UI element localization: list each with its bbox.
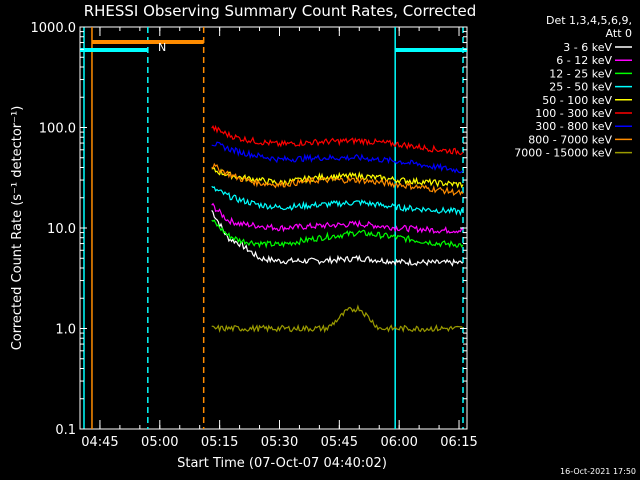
y-tick-label: 1000.0 — [31, 21, 77, 36]
x-tick-label: 05:00 — [141, 435, 178, 450]
legend-label: 12 - 25 keV — [549, 67, 612, 80]
series-line-0 — [211, 210, 464, 267]
x-tick-label: 04:45 — [81, 435, 118, 450]
y-axis: 0.1 1.0 10.0 100.0 1000.0 — [31, 21, 467, 438]
legend-label: 50 - 100 keV — [542, 94, 612, 107]
x-tick-label: 06:00 — [380, 435, 417, 450]
series-line-3 — [211, 185, 464, 217]
series-line-1 — [211, 202, 464, 235]
flag-label: N — [158, 41, 166, 54]
y-tick-label: 1.0 — [55, 323, 76, 338]
legend-label: 300 - 800 keV — [535, 120, 612, 133]
legend-detectors: Det 1,3,4,5,6,9, — [546, 14, 632, 27]
legend-label: 25 - 50 keV — [549, 81, 612, 94]
y-axis-label: Corrected Count Rate (s⁻¹ detector⁻¹) — [10, 106, 25, 351]
series-line-7 — [211, 162, 464, 197]
annotation-layer — [80, 27, 467, 429]
series-line-8 — [211, 304, 464, 334]
x-tick-label: 05:15 — [201, 435, 238, 450]
series-layer — [211, 124, 464, 334]
timestamp: 16-Oct-2021 17:50 — [560, 467, 636, 476]
y-tick-label: 100.0 — [39, 122, 76, 137]
legend-label: 6 - 12 keV — [556, 54, 612, 67]
legend-label: 3 - 6 keV — [563, 41, 612, 54]
x-tick-label: 05:45 — [321, 435, 358, 450]
series-line-4 — [211, 167, 464, 189]
plot-area: 0.1 1.0 10.0 100.0 1000.0 04:45 05:00 05:15 05:… — [31, 21, 478, 450]
x-axis: 04:45 05:00 05:15 05:30 05:45 06:00 06:15 — [81, 27, 478, 450]
x-tick-label: 06:15 — [440, 435, 477, 450]
legend-label: 7000 - 15000 keV — [514, 147, 612, 160]
legend-label: 800 - 7000 keV — [528, 133, 612, 146]
legend-label: 100 - 300 keV — [535, 107, 612, 120]
legend-attenuator: Att 0 — [606, 27, 632, 40]
y-tick-label: 0.1 — [55, 423, 76, 438]
series-line-5 — [211, 124, 464, 156]
x-tick-label: 05:30 — [261, 435, 298, 450]
x-axis-label: Start Time (07-Oct-07 04:40:02) — [177, 456, 387, 471]
series-line-2 — [211, 219, 464, 249]
series-line-6 — [211, 141, 464, 174]
chart-title: RHESSI Observing Summary Count Rates, Co… — [84, 2, 477, 20]
y-tick-label: 10.0 — [47, 222, 76, 237]
